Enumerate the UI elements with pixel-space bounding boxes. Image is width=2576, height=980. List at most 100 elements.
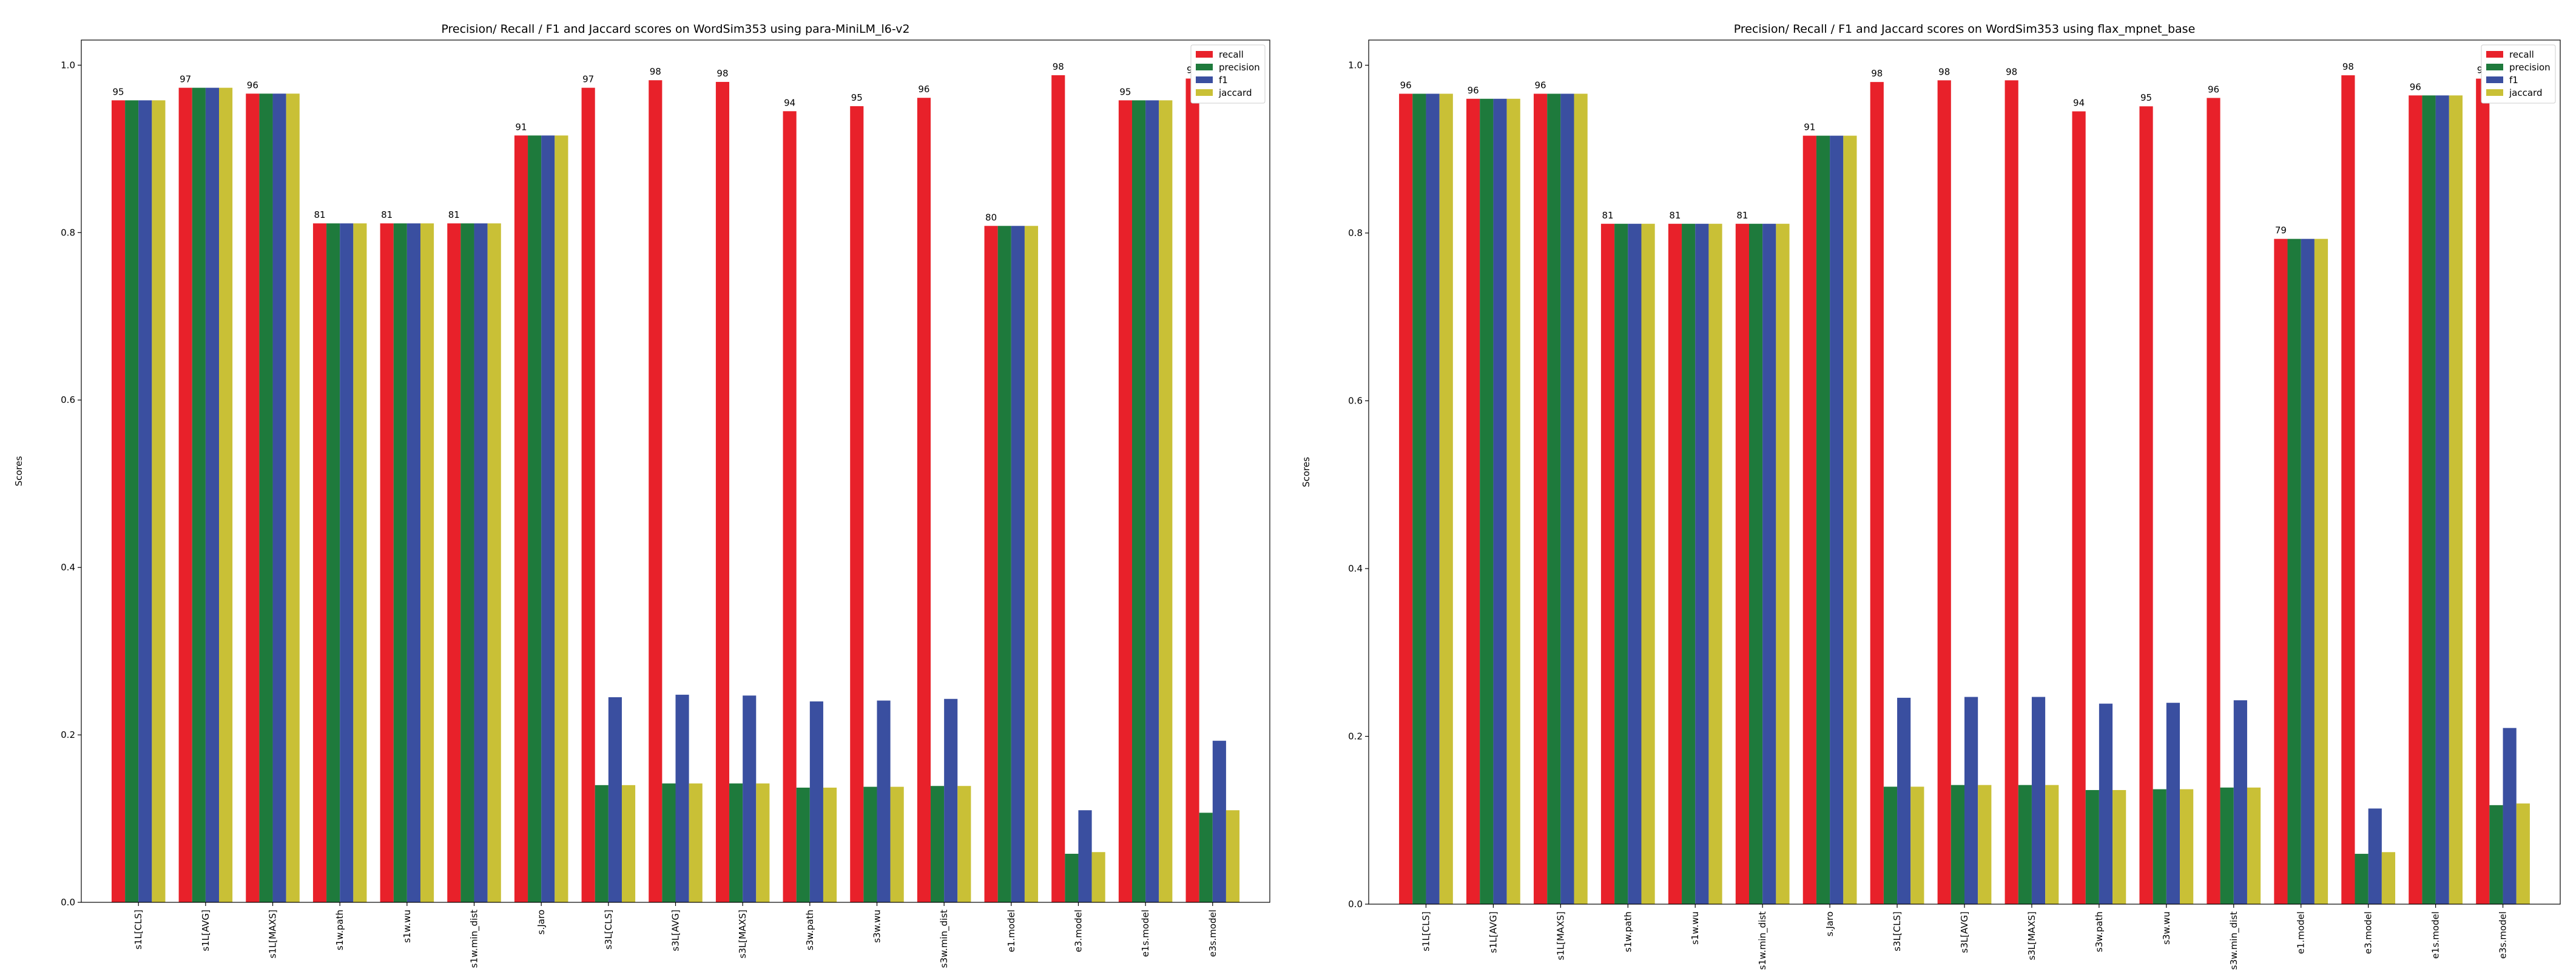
bar-f1-15 [2368, 808, 2382, 904]
x-tick-label: e3s.model [2498, 911, 2509, 959]
bar-precision-14 [2287, 238, 2301, 904]
bar-precision-16 [1131, 100, 1146, 903]
bar-recall-4 [312, 223, 327, 902]
data-label: 96 [1468, 85, 1479, 96]
legend-box [2481, 44, 2556, 104]
bar-precision-14 [997, 226, 1011, 902]
bar-f1-10 [2031, 697, 2046, 904]
bar-precision-8 [1883, 786, 1898, 904]
data-label: 96 [2410, 81, 2421, 92]
data-label: 81 [1669, 210, 1681, 221]
bar-jaccard-7 [555, 135, 568, 902]
bar-f1-2 [205, 87, 220, 902]
bar-jaccard-14 [2314, 238, 2328, 904]
bar-f1-5 [1695, 223, 1709, 904]
y-tick-label: 0.0 [1348, 899, 1363, 910]
data-label: 91 [515, 121, 527, 132]
bar-f1-5 [406, 223, 420, 902]
bar-jaccard-9 [1978, 785, 1992, 904]
bar-recall-5 [1668, 223, 1682, 904]
x-tick-label: s1L[MAXS] [268, 910, 278, 958]
y-tick-label: 0.6 [1348, 395, 1363, 406]
bar-jaccard-10 [756, 783, 770, 902]
y-tick-label: 0.6 [61, 394, 75, 405]
bar-jaccard-17 [2516, 803, 2530, 904]
bar-jaccard-8 [621, 785, 636, 902]
bar-recall-5 [380, 223, 394, 902]
bar-recall-3 [1533, 93, 1548, 905]
bar-f1-4 [340, 223, 354, 902]
x-tick-label: s3L[MAXS] [2026, 911, 2037, 960]
bar-f1-9 [675, 694, 689, 902]
bar-jaccard-6 [487, 223, 501, 902]
bar-jaccard-4 [1641, 223, 1655, 904]
data-label: 81 [1602, 210, 1613, 221]
bar-f1-17 [2503, 728, 2517, 904]
chart-1: Precision/ Recall / F1 and Jaccard score… [13, 22, 1270, 968]
bar-recall-11 [783, 111, 797, 902]
data-label: 98 [650, 66, 661, 77]
bar-recall-16 [2409, 95, 2423, 904]
bar-jaccard-13 [957, 786, 971, 902]
bar-jaccard-1 [152, 100, 166, 903]
bar-precision-10 [2018, 785, 2032, 904]
y-tick-label: 0.8 [1348, 228, 1363, 238]
bar-jaccard-10 [2045, 785, 2059, 904]
data-label: 98 [1938, 66, 1950, 77]
x-tick-label: s.Jaro [1824, 911, 1835, 936]
bar-precision-15 [2355, 854, 2369, 904]
x-tick-label: s3w.min_dist [939, 910, 950, 968]
x-tick-label: s.Jaro [536, 910, 547, 934]
bar-recall-7 [514, 135, 528, 902]
data-label: 96 [1535, 79, 1546, 90]
bar-precision-1 [125, 100, 139, 903]
x-tick-label: e3s.model [1207, 910, 1218, 957]
data-label: 95 [1119, 86, 1131, 97]
x-tick-label: s1L[CLS] [133, 910, 144, 950]
bar-f1-16 [1145, 100, 1159, 903]
y-tick-label: 0.4 [1348, 563, 1363, 574]
y-axis-label: Scores [1301, 457, 1312, 487]
data-label: 96 [1400, 79, 1412, 90]
x-tick-label: s1w.path [334, 910, 345, 950]
bar-precision-3 [259, 93, 273, 902]
legend-swatch-jaccard [1196, 89, 1213, 96]
x-tick-label: s3L[MAXS] [737, 910, 748, 958]
bar-jaccard-7 [1843, 135, 1857, 905]
bar-precision-6 [1748, 223, 1763, 904]
bar-recall-1 [1399, 93, 1413, 905]
bar-precision-2 [1480, 98, 1494, 904]
bar-f1-17 [1212, 740, 1226, 902]
bar-f1-1 [138, 100, 152, 903]
data-label: 95 [851, 92, 863, 103]
bar-precision-12 [863, 786, 877, 902]
bar-jaccard-2 [1506, 98, 1520, 904]
legend-label-jaccard: jaccard [2509, 87, 2542, 98]
bar-recall-11 [2072, 111, 2086, 904]
chart-title: Precision/ Recall / F1 and Jaccard score… [441, 22, 909, 36]
data-label: 81 [381, 209, 393, 220]
data-label: 97 [180, 74, 191, 85]
bar-jaccard-4 [353, 223, 367, 902]
x-tick-label: s3L[AVG] [1959, 911, 1970, 953]
plot-frame [1368, 39, 2561, 905]
data-label: 96 [918, 84, 929, 95]
data-label: 95 [2140, 92, 2152, 103]
data-label: 96 [2208, 84, 2219, 95]
x-tick-label: s3w.wu [871, 910, 882, 943]
bar-jaccard-12 [890, 786, 904, 902]
bar-f1-11 [809, 701, 823, 902]
x-tick-label: s1w.wu [1690, 911, 1701, 945]
bar-jaccard-3 [1574, 93, 1588, 905]
bar-recall-7 [1802, 135, 1816, 905]
bar-jaccard-5 [1708, 223, 1722, 904]
bar-recall-8 [1870, 82, 1884, 904]
x-tick-label: s1w.wu [402, 910, 413, 943]
bar-recall-13 [2207, 98, 2220, 904]
bar-jaccard-13 [2247, 787, 2261, 904]
bar-precision-9 [1951, 785, 1964, 904]
legend-label-f1: f1 [2509, 75, 2518, 86]
bar-f1-9 [1964, 697, 1978, 904]
